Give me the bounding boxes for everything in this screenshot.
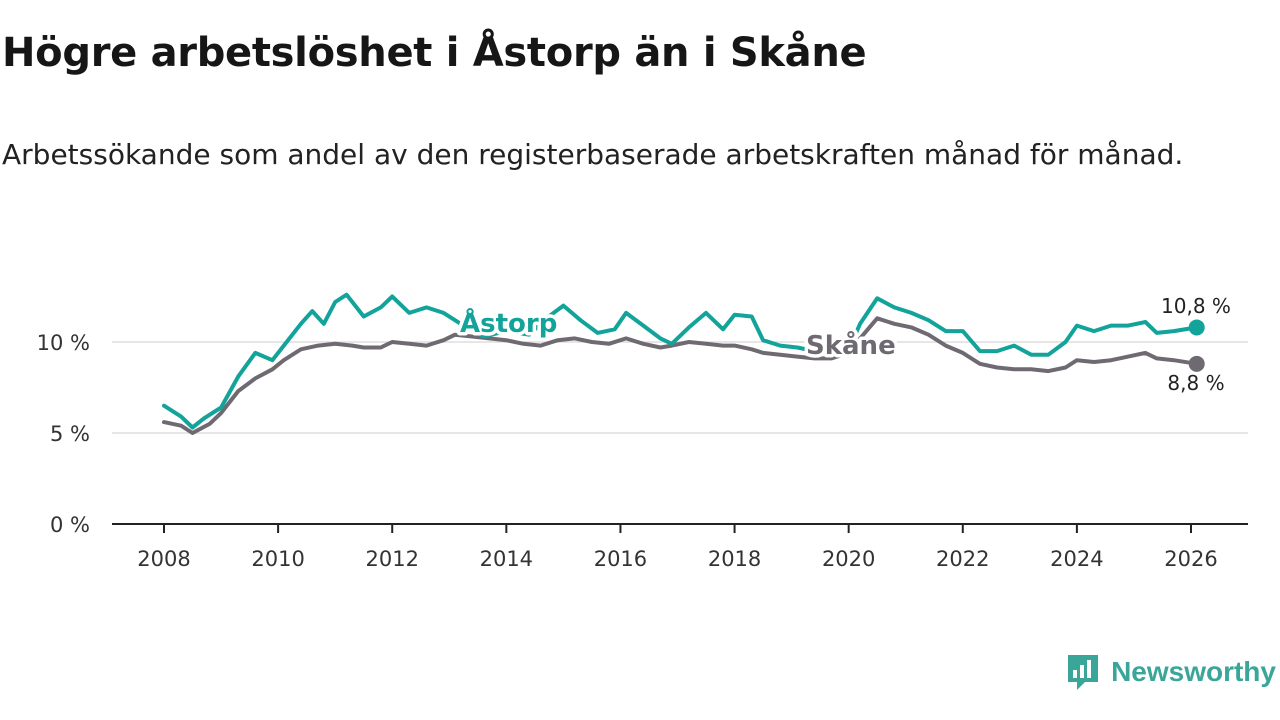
x-tick-label: 2010 (251, 547, 304, 571)
astorp-series-label-halo: Åstorp (460, 307, 557, 339)
x-tick-label: 2008 (137, 547, 190, 571)
x-tick-label: 2022 (936, 547, 989, 571)
y-tick-label: 0 % (50, 513, 90, 537)
x-tick-label: 2020 (822, 547, 875, 571)
x-tick-label: 2018 (708, 547, 761, 571)
skane-end-point (1188, 355, 1205, 372)
newsworthy-brand[interactable]: Newsworthy (1065, 652, 1276, 692)
brand-name: Newsworthy (1111, 656, 1276, 687)
astorp-series-line (162, 292, 1199, 430)
x-tick-label: 2016 (594, 547, 647, 571)
x-tick-label: 2026 (1164, 547, 1217, 571)
x-tick-label: 2024 (1050, 547, 1103, 571)
chart-subtitle: Arbetssökande som andel av den registerb… (2, 138, 1184, 171)
y-tick-label: 5 % (50, 422, 90, 446)
astorp-end-label: 10,8 % (1161, 294, 1231, 318)
x-tick-label: 2012 (365, 547, 418, 571)
astorp-series-label: Åstorp (460, 307, 557, 339)
astorp-end-point (1188, 319, 1205, 336)
x-tick-label: 2014 (480, 547, 533, 571)
skane-series-label-halo: Skåne (806, 329, 896, 361)
newsworthy-logo-icon (1068, 655, 1099, 690)
y-tick-label: 10 % (37, 331, 90, 355)
skane-end-label: 8,8 % (1167, 371, 1224, 395)
skane-series-label: Skåne (806, 329, 896, 361)
chart-title: Högre arbetslöshet i Åstorp än i Skåne (2, 30, 867, 76)
